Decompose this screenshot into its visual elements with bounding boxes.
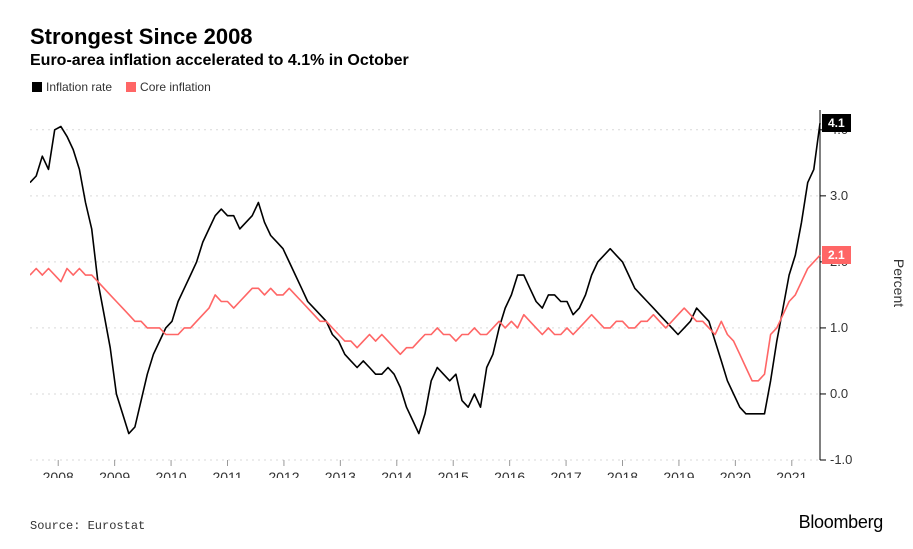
svg-text:-1.0: -1.0	[830, 452, 852, 467]
svg-text:1.0: 1.0	[830, 320, 848, 335]
svg-text:2011: 2011	[212, 469, 242, 478]
svg-text:2009: 2009	[99, 469, 130, 478]
svg-text:2013: 2013	[325, 469, 356, 478]
chart-svg: -1.00.01.02.03.04.0200820092010201120122…	[30, 98, 883, 478]
svg-text:2016: 2016	[494, 469, 525, 478]
y-axis-title: Percent	[891, 259, 907, 307]
legend-swatch-icon	[126, 82, 136, 92]
chart-plot-area: -1.00.01.02.03.04.0200820092010201120122…	[30, 98, 883, 478]
legend-label: Inflation rate	[46, 80, 112, 94]
svg-text:2010: 2010	[155, 469, 186, 478]
svg-text:3.0: 3.0	[830, 188, 848, 203]
svg-text:0.0: 0.0	[830, 386, 848, 401]
legend-label: Core inflation	[140, 80, 211, 94]
svg-text:2014: 2014	[381, 469, 412, 478]
series-end-label-core: 2.1	[822, 246, 851, 264]
brand-label: Bloomberg	[799, 512, 883, 533]
svg-text:2015: 2015	[438, 469, 469, 478]
svg-text:2021: 2021	[776, 469, 807, 478]
legend-swatch-icon	[32, 82, 42, 92]
svg-text:2019: 2019	[663, 469, 694, 478]
legend-item-core: Core inflation	[126, 80, 211, 94]
legend: Inflation rate Core inflation	[30, 80, 883, 94]
svg-text:2018: 2018	[607, 469, 638, 478]
source-label: Source: Eurostat	[30, 519, 145, 533]
svg-text:2017: 2017	[550, 469, 581, 478]
chart-footer: Source: Eurostat Bloomberg	[30, 512, 883, 533]
svg-text:2020: 2020	[720, 469, 751, 478]
chart-subtitle: Euro-area inflation accelerated to 4.1% …	[30, 52, 883, 70]
legend-item-inflation: Inflation rate	[32, 80, 112, 94]
chart-title: Strongest Since 2008	[30, 24, 883, 50]
svg-text:2012: 2012	[268, 469, 299, 478]
series-end-label-inflation: 4.1	[822, 114, 851, 132]
svg-text:2008: 2008	[43, 469, 74, 478]
